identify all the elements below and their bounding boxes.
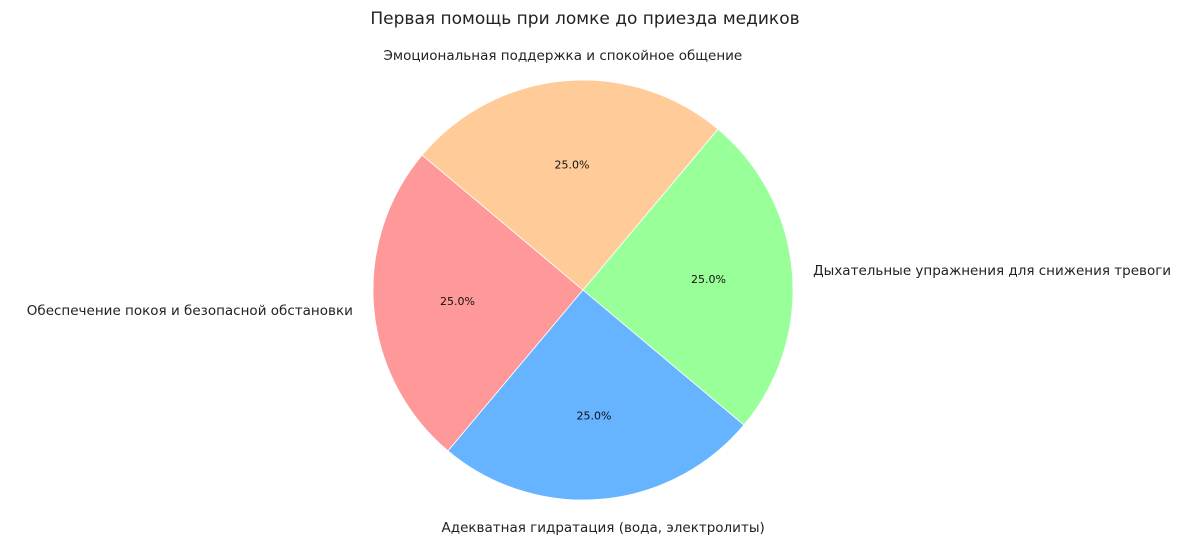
pie-slice [421,79,719,291]
slice-percentage-label: 25.0% [691,273,726,286]
slice-category-label: Дыхательные упражнения для снижения трев… [813,263,1171,279]
pie-slice [372,154,584,452]
pie-slices [372,79,794,501]
slice-category-label: Обеспечение покоя и безопасной обстановк… [27,303,353,319]
chart-title: Первая помощь при ломке до приезда медик… [370,9,799,29]
pie-slice [447,289,745,501]
percentage-labels: 25.0% 25.0% 25.0% 25.0% [440,158,726,422]
slice-percentage-label: 25.0% [555,158,590,171]
pie-slice [582,128,794,426]
slice-category-label: Адекватная гидратация (вода, электролиты… [442,520,765,536]
slice-percentage-label: 25.0% [440,295,475,308]
slice-category-label: Эмоциональная поддержка и спокойное обще… [383,48,742,64]
slice-percentage-label: 25.0% [577,410,612,423]
category-labels: Обеспечение покоя и безопасной обстановк… [27,48,1171,536]
